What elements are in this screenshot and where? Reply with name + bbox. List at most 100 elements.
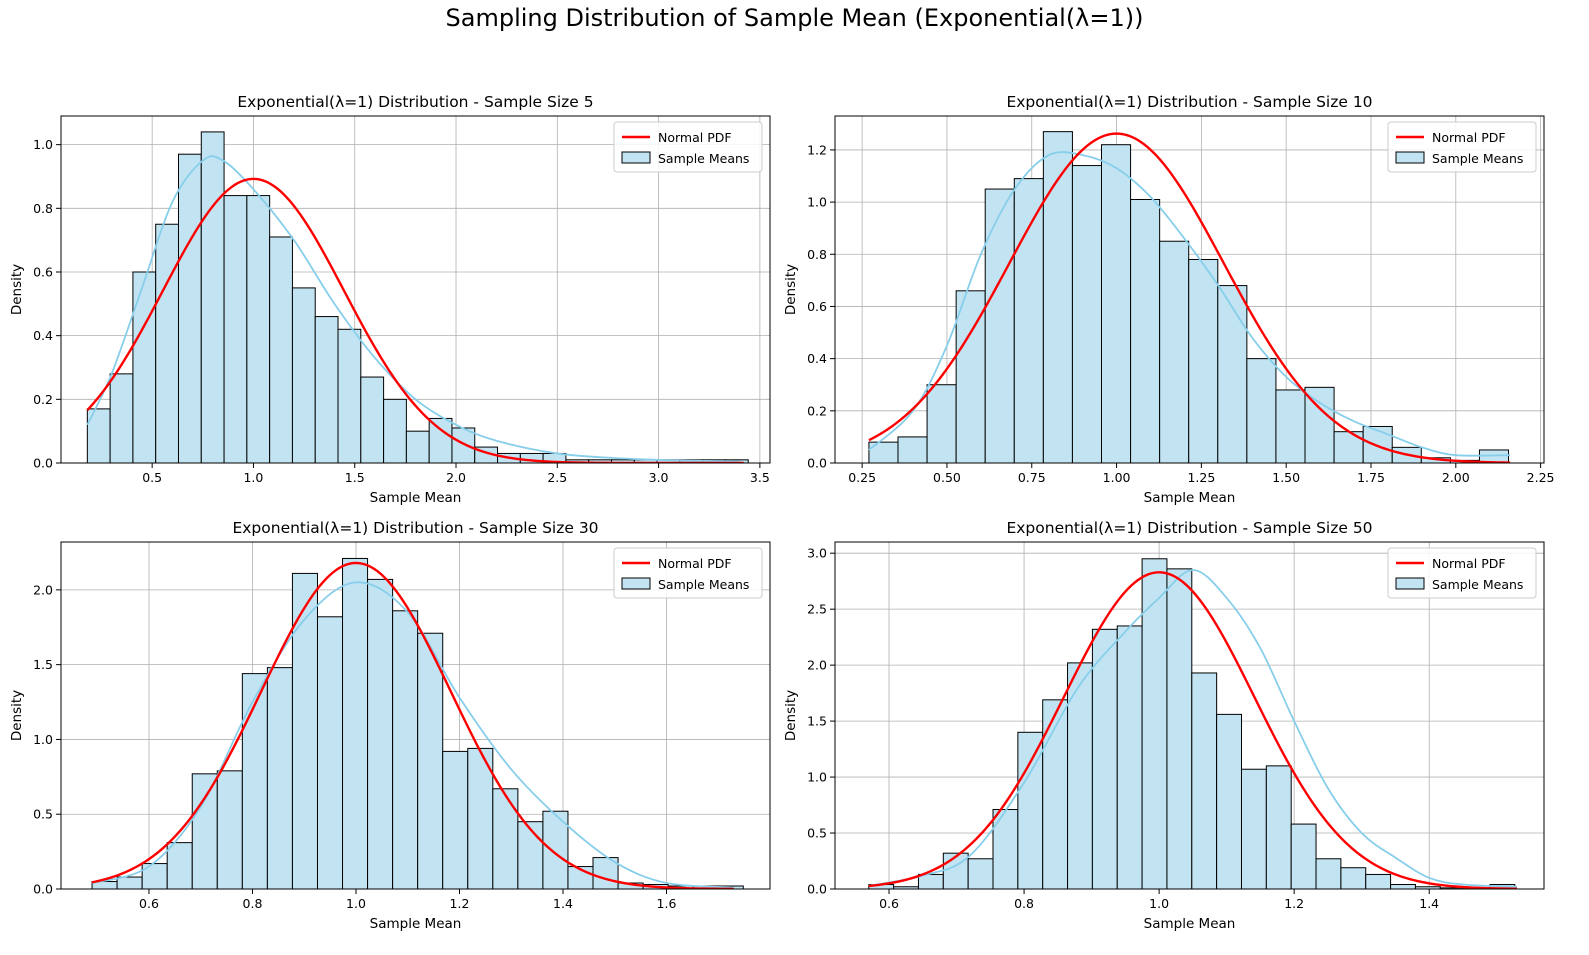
chart-panel-3: 0.6 0.8 1.0 1.2 1.4 1.6 0.0 0.5 1.0 1.5 2.0 Exponen… xyxy=(9,519,771,932)
x-tick-label: 0.25 xyxy=(848,470,876,485)
legend: Normal PDF Sample Means xyxy=(1387,121,1537,173)
x-tick-label: 1.5 xyxy=(345,470,365,485)
x-tick-label: 1.25 xyxy=(1187,470,1215,485)
y-axis-label: Density xyxy=(783,264,799,315)
y-tick-label: 1.5 xyxy=(33,657,53,672)
y-tick-label: 0.0 xyxy=(807,882,827,897)
histogram-bar xyxy=(1141,558,1168,889)
histogram-bar xyxy=(166,842,193,889)
x-tick-label: 0.50 xyxy=(933,470,961,485)
histogram-bar xyxy=(216,770,243,889)
x-tick-label: 1.0 xyxy=(1149,896,1169,911)
histogram-bar xyxy=(337,328,362,463)
histogram-bar xyxy=(155,223,179,463)
y-tick-label: 0.6 xyxy=(33,264,53,279)
y-tick-label: 0.0 xyxy=(807,456,827,471)
histogram-bar xyxy=(1365,873,1392,889)
x-tick-label: 0.75 xyxy=(1018,470,1046,485)
y-tick-label: 2.5 xyxy=(807,602,827,617)
plot-area xyxy=(868,558,1518,889)
x-tick-label: 1.00 xyxy=(1103,470,1131,485)
histogram-bar xyxy=(1265,765,1292,889)
histogram-bar xyxy=(1362,425,1393,463)
y-tick-label: 0.0 xyxy=(33,882,53,897)
histogram-bar xyxy=(291,572,318,889)
x-axis-label: Sample Mean xyxy=(1144,490,1236,506)
y-tick-label: 0.8 xyxy=(33,201,53,216)
histogram-bar xyxy=(223,195,248,463)
x-tick-label: 2.5 xyxy=(547,470,567,485)
histogram-bar xyxy=(316,616,344,889)
histogram-bar xyxy=(405,430,430,463)
legend-label-normal-pdf: Normal PDF xyxy=(658,130,732,145)
histogram-bar xyxy=(1188,258,1219,463)
histogram-bar xyxy=(1191,672,1218,889)
histogram-bar xyxy=(542,810,569,889)
legend-box xyxy=(1387,121,1537,173)
x-tick-label: 3.0 xyxy=(649,470,669,485)
normal-pdf-curve xyxy=(868,132,1511,463)
histogram-bar xyxy=(246,195,271,463)
histogram-bar xyxy=(1159,240,1190,463)
y-tick-label: 0.4 xyxy=(807,351,827,366)
histogram-bar xyxy=(1013,178,1044,463)
histogram-bar xyxy=(314,316,339,463)
histogram-bar xyxy=(1246,358,1277,463)
histogram-bar xyxy=(266,667,293,889)
histogram-bar xyxy=(517,821,544,889)
histogram-bar xyxy=(926,384,957,463)
x-tick-label: 0.8 xyxy=(243,896,263,911)
legend-box xyxy=(613,121,763,173)
histogram-bar xyxy=(367,578,394,889)
x-tick-label: 2.0 xyxy=(446,470,466,485)
kde-curve xyxy=(91,581,734,889)
histogram-bar xyxy=(177,153,202,463)
x-axis-label: Sample Mean xyxy=(1144,916,1236,932)
legend-box xyxy=(1387,547,1537,599)
histogram-bar xyxy=(1116,625,1143,889)
legend-label-normal-pdf: Normal PDF xyxy=(1432,130,1506,145)
histogram-bar xyxy=(141,863,168,889)
x-tick-label: 1.4 xyxy=(553,896,573,911)
x-tick-label: 0.5 xyxy=(142,470,162,485)
y-tick-label: 0.5 xyxy=(33,807,53,822)
histogram-bar xyxy=(116,876,143,889)
histogram-bar xyxy=(109,373,134,463)
kde-curve xyxy=(868,569,1518,888)
y-tick-label: 0.0 xyxy=(33,456,53,471)
x-axis-label: Sample Mean xyxy=(370,916,462,932)
histogram-bar xyxy=(360,376,385,463)
y-tick-label: 0.4 xyxy=(33,328,53,343)
y-tick-label: 1.0 xyxy=(33,137,53,152)
legend-label-normal-pdf: Normal PDF xyxy=(658,556,732,571)
x-tick-label: 0.6 xyxy=(139,896,159,911)
x-axis-label: Sample Mean xyxy=(370,490,462,506)
y-axis-label: Density xyxy=(9,264,25,315)
axes-frame xyxy=(834,115,1545,464)
legend-label-normal-pdf: Normal PDF xyxy=(1432,556,1506,571)
histogram-bar xyxy=(1042,131,1073,463)
legend: Normal PDF Sample Means xyxy=(613,547,763,599)
x-tick-label: 0.8 xyxy=(1014,896,1034,911)
histogram-bar xyxy=(942,852,969,889)
y-tick-label: 1.2 xyxy=(807,142,827,157)
legend-sample-means-swatch xyxy=(1395,577,1425,590)
histogram-bar xyxy=(191,773,218,889)
histogram-bar xyxy=(868,441,899,463)
histogram-bar xyxy=(428,417,453,463)
histogram-bar xyxy=(1071,165,1103,463)
y-tick-label: 0.8 xyxy=(807,247,827,262)
histogram-bar xyxy=(1240,768,1267,889)
chart-panel-1: 0.5 1.0 1.5 2.0 2.5 3.0 3.5 0.0 0.2 0.4 0.6 0.8 1.0 E… xyxy=(9,93,771,506)
histogram-bar xyxy=(451,427,476,463)
chart-title: Exponential(λ=1) Distribution - Sample S… xyxy=(1006,519,1372,537)
histogram-bar xyxy=(132,271,157,463)
axes-frame xyxy=(60,115,771,464)
histogram-bar xyxy=(342,557,369,889)
figure-title: Sampling Distribution of Sample Mean (Ex… xyxy=(445,4,1144,32)
x-tick-label: 2.25 xyxy=(1527,470,1555,485)
histogram-bar xyxy=(269,236,293,463)
y-tick-label: 1.0 xyxy=(33,732,53,747)
histogram-bar xyxy=(442,750,469,889)
